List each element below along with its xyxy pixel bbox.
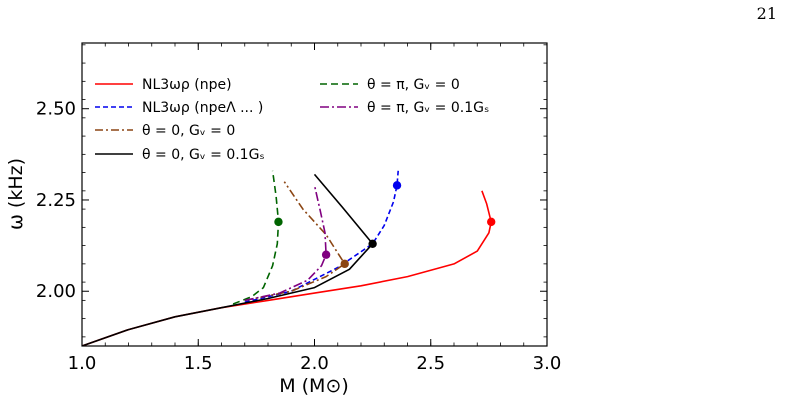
series-marker-1 bbox=[392, 181, 402, 190]
series-marker-5 bbox=[321, 250, 331, 259]
series-marker-2 bbox=[340, 259, 349, 269]
series-line-4 bbox=[232, 170, 280, 305]
legend-label-2: θ = 0, Gᵥ = 0 bbox=[142, 123, 235, 139]
x-tick-label: 1.0 bbox=[68, 353, 97, 374]
series-marker-3 bbox=[368, 239, 377, 248]
legend-label-0: NL3ωρ (npe) bbox=[142, 77, 232, 93]
legend-label-5: θ = π, Gᵥ = 0.1Gₛ bbox=[367, 100, 489, 116]
x-tick-label: 3.0 bbox=[533, 353, 562, 374]
series-layer bbox=[82, 170, 496, 346]
x-tick-label: 2.5 bbox=[416, 353, 445, 374]
plot-area bbox=[81, 42, 548, 347]
y-tick-label: 2.25 bbox=[36, 190, 76, 211]
y-tick-label: 2.00 bbox=[36, 281, 76, 302]
series-line-5 bbox=[244, 185, 327, 302]
y-tick-label: 2.50 bbox=[36, 99, 76, 120]
legend: NL3ωρ (npe) NL3ωρ (npeΛ ... ) θ = 0, Gᵥ = … bbox=[95, 77, 489, 163]
legend-label-4: θ = π, Gᵥ = 0 bbox=[367, 77, 460, 93]
series-marker-0 bbox=[487, 217, 496, 227]
legend-label-3: θ = 0, Gᵥ = 0.1Gₛ bbox=[142, 147, 265, 163]
page-number: 21 bbox=[756, 4, 777, 23]
series-marker-4 bbox=[274, 217, 283, 227]
axis-ticks: 1.0 1.5 2.0 2.5 3.0 2.00 2.25 2.50 bbox=[36, 43, 561, 374]
x-axis-label: M (M⊙) bbox=[279, 375, 349, 397]
legend-label-1: NL3ωρ (npeΛ ... ) bbox=[142, 100, 263, 116]
x-tick-label: 2.0 bbox=[300, 353, 329, 374]
x-tick-label: 1.5 bbox=[184, 353, 213, 374]
y-axis-label: ω (kHz) bbox=[5, 158, 27, 230]
series-line-3 bbox=[82, 173, 374, 346]
